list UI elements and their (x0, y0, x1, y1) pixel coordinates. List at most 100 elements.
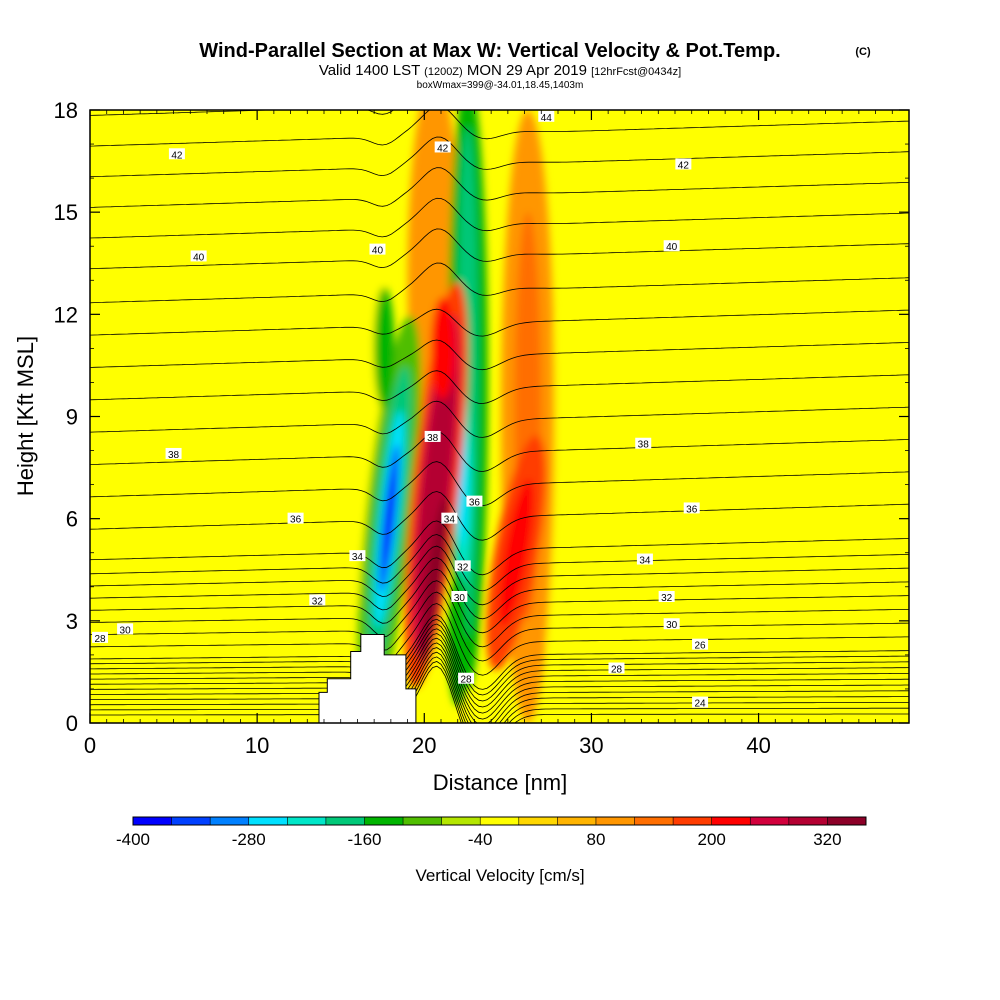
velocity-cell (383, 474, 395, 563)
y-tick-label: 12 (54, 302, 78, 327)
theta-contour (90, 400, 909, 438)
theta-contour (90, 167, 909, 208)
contour-label-text: 32 (661, 593, 673, 604)
contour-label-box (287, 512, 304, 524)
contour-label-box (692, 696, 709, 708)
subtitle-date: MON 29 Apr 2019 (467, 62, 587, 79)
velocity-cell (430, 297, 455, 400)
theta-contour (90, 228, 909, 270)
colorbar-swatch (634, 817, 674, 825)
theta-contour (90, 614, 909, 690)
colorbar-swatch (210, 817, 250, 825)
vertical-velocity-field (90, 110, 909, 723)
theta-contour (90, 591, 909, 662)
contour-label-box (658, 590, 675, 602)
y-tick-label: 0 (66, 711, 78, 736)
contour-label-text: 34 (444, 515, 456, 526)
contour-label-box (454, 560, 471, 572)
colorbar-swatch (133, 817, 172, 825)
x-tick-label: 30 (579, 733, 603, 758)
contour-label-box (663, 618, 680, 630)
colorbar-tick-label: -400 (116, 830, 150, 849)
contour-label: 40 (663, 240, 680, 253)
velocity-cell (872, 178, 909, 451)
colorbar-swatch (403, 817, 442, 825)
contour-label-box (190, 250, 207, 262)
contour-label-box (451, 590, 468, 602)
x-tick-label: 40 (746, 733, 770, 758)
colorbar-swatch (480, 817, 520, 825)
contour-label-box (434, 141, 451, 153)
contour-label-text: 40 (666, 242, 678, 253)
contour-label-box (683, 502, 700, 514)
theta-contour (90, 197, 909, 239)
velocity-cell (823, 416, 909, 723)
contour-label: 32 (454, 560, 471, 573)
colorbar-label: Vertical Velocity [cm/s] (415, 866, 584, 885)
theta-contour (90, 557, 909, 620)
theta-contour (90, 623, 909, 702)
contour-label-box (635, 437, 652, 449)
colorbar-tick-label: 200 (697, 830, 725, 849)
colorbar-tick-label: 80 (586, 830, 605, 849)
contour-label: 34 (441, 512, 458, 526)
subtitle-zulu: (1200Z) (424, 66, 463, 78)
contour-label-box (168, 148, 185, 160)
contour-label: 30 (117, 623, 134, 636)
contour-label-text: 32 (312, 596, 324, 607)
contour-label: 42 (675, 158, 692, 171)
theta-contour (90, 661, 909, 723)
velocity-cell (498, 478, 534, 627)
theta-contour (90, 628, 909, 708)
chart-title: Wind-Parallel Section at Max W: Vertical… (199, 40, 780, 62)
contour-label-text: 36 (686, 504, 698, 515)
contour-label: 30 (663, 618, 680, 631)
y-tick-label: 6 (66, 507, 78, 532)
contour-label-text: 28 (94, 634, 106, 645)
velocity-cell (571, 110, 679, 332)
colorbar-swatch (557, 817, 597, 825)
colorbar-tick-label: -280 (232, 830, 266, 849)
contour-label: 42 (168, 148, 185, 161)
contour-label: 26 (692, 638, 709, 652)
contour-label: 40 (369, 243, 386, 257)
velocity-cell (673, 110, 794, 723)
contour-label: 36 (287, 512, 304, 526)
contour-label: 34 (636, 553, 653, 567)
contour-label-text: 34 (639, 556, 651, 567)
contour-label-text: 30 (120, 625, 132, 636)
contour-label-box (309, 594, 326, 606)
contour-label: 32 (309, 594, 326, 607)
theta-contour (90, 618, 909, 696)
theta-contour (90, 339, 909, 371)
terrain-profile (318, 634, 417, 723)
subtitle-fcst: [12hrFcst@0434z] (591, 66, 681, 78)
contour-label-box (441, 512, 458, 524)
theta-contour (90, 520, 909, 576)
x-tick-label: 0 (84, 733, 96, 758)
velocity-cell (608, 671, 742, 720)
theta-contour (90, 534, 909, 592)
colorbar-tick-label: -160 (347, 830, 381, 849)
velocity-cell (374, 287, 395, 410)
contour-label-box (92, 631, 109, 643)
contour-label-text: 28 (461, 675, 473, 686)
title-group: Wind-Parallel Section at Max W: Vertical… (199, 40, 871, 91)
theta-contour (90, 665, 909, 723)
potential-temperature-contours (90, 110, 909, 723)
theta-contour (90, 461, 909, 507)
theta-contour (90, 651, 909, 723)
colorbar-tick-label: 320 (813, 830, 841, 849)
y-tick-label: 9 (66, 405, 78, 430)
colorbar: -400 -280 -160 -40 80 200 320 (116, 816, 867, 849)
colorbar-swatch (441, 817, 481, 825)
x-tick-label: 10 (245, 733, 269, 758)
contour-label-text: 30 (454, 593, 466, 604)
contour-label: 28 (458, 672, 475, 686)
colorbar-swatch (518, 817, 558, 825)
contour-label: 36 (466, 495, 483, 509)
contour-label: 42 (434, 141, 451, 154)
contour-label-text: 38 (168, 450, 180, 461)
theta-contour (90, 308, 909, 337)
colorbar-swatch (595, 817, 635, 825)
